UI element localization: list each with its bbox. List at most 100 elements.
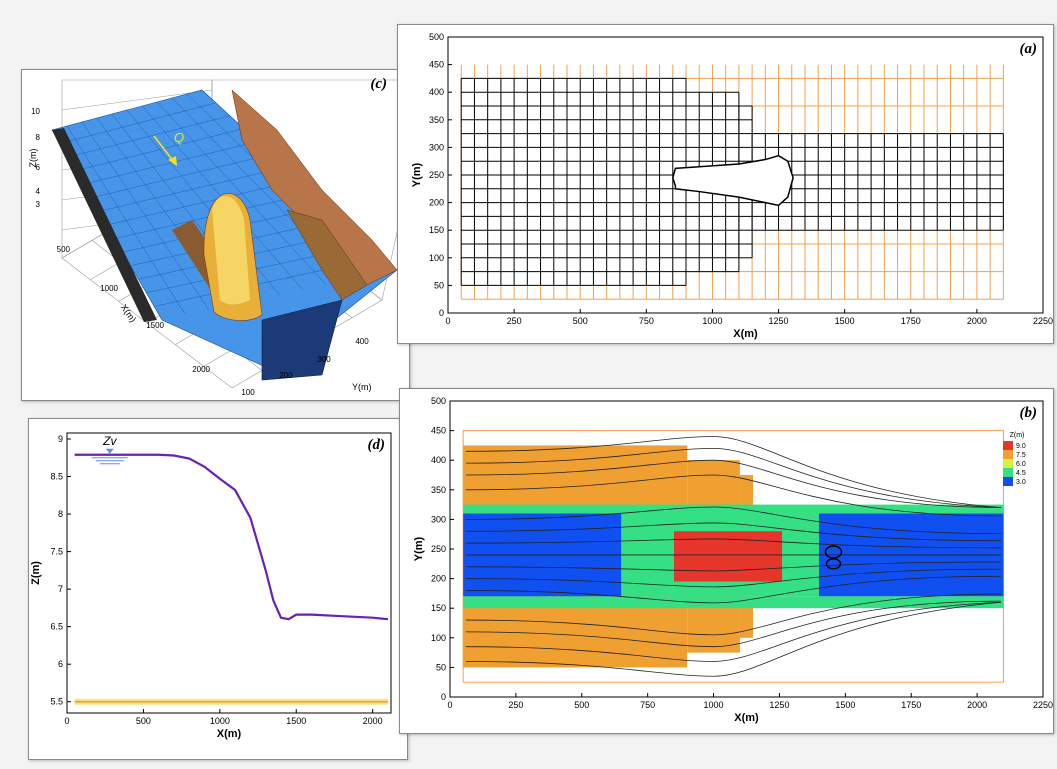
streamline — [465, 601, 1001, 662]
panel-label: (b) — [1020, 405, 1038, 421]
panel-label: (c) — [370, 76, 387, 92]
y-tick-label: 50 — [434, 280, 444, 290]
y-tick-label: 300 — [431, 514, 446, 524]
x-tick-label: 750 — [639, 316, 654, 326]
x-tick-label: 250 — [508, 700, 523, 710]
y-tick-label: 9 — [58, 434, 63, 444]
z-tick-label: 8 — [36, 133, 41, 142]
x-tick-label: 1500 — [286, 716, 306, 726]
streamline — [465, 593, 1001, 636]
y-tick-label: 250 — [429, 170, 444, 180]
y-tick-label: 100 — [429, 253, 444, 263]
streamline — [465, 601, 1001, 677]
y-tick-label: 5.5 — [50, 697, 63, 707]
channel-trench — [261, 299, 343, 381]
y-tick-label: 6.5 — [50, 622, 63, 632]
y-tick-label: 0 — [439, 308, 444, 318]
x-tick-label: 2000 — [967, 316, 987, 326]
x-tick-label: 750 — [640, 700, 655, 710]
streamline — [465, 506, 1001, 535]
x-tick-label: 1250 — [769, 316, 789, 326]
x-tick-label: 0 — [445, 316, 450, 326]
y-tick-label: 150 — [429, 225, 444, 235]
y-tick-label: 100 — [241, 388, 255, 397]
x-tick-label: 1000 — [702, 316, 722, 326]
plot-frame — [66, 432, 392, 714]
water-surface-line-chart: Zv 0 500 1000 1500 2000 5.5 6 6.5 7 7.5 8 8.5 9 X(m) Z(… — [30, 432, 392, 740]
y-tick-label: 8.5 — [50, 472, 63, 482]
flow-label: Q — [174, 130, 184, 145]
water-label: Zv — [102, 434, 117, 448]
left-embankment — [52, 128, 157, 322]
y-tick-label: 400 — [355, 337, 369, 346]
x-tick-label: 0 — [64, 716, 69, 726]
x-tick-label: 1500 — [835, 316, 855, 326]
x-tick-label: 500 — [573, 316, 588, 326]
bed-elevation-heatmap: Z(m)9.07.56.04.53.00 250 500 750 1000 1250 150… — [413, 396, 1053, 724]
panel-c-surface-plot: Q 3 4 6 8 10 Z(m) 500 1000 1500 2000 X(m) 100 200 300 4… — [21, 69, 410, 401]
y-tick-label: 250 — [431, 544, 446, 554]
x-tick-label: 2250 — [1033, 700, 1053, 710]
panel-b-bed-elevation-flow: Z(m) 9.0 7.5 6.0 4.5 3.0 0 250 500 750 1000 1250 150… — [399, 388, 1054, 734]
z-tick-label: 10 — [31, 107, 40, 116]
z-tick-label: 6 — [36, 163, 41, 172]
y-tick-label: 400 — [429, 87, 444, 97]
x-tick-label: 1000 — [100, 284, 118, 293]
legend-swatch — [1003, 459, 1013, 468]
legend-level: 4.5 — [1016, 470, 1026, 477]
z-tick-label: 3 — [36, 200, 41, 209]
wall-grid-line — [61, 89, 213, 111]
legend-level: 3.0 — [1016, 479, 1026, 486]
flow-arrowhead — [168, 156, 177, 166]
x-tick-label: 1250 — [769, 700, 789, 710]
eddy — [825, 558, 842, 570]
y-tick-label: 150 — [431, 603, 446, 613]
water-level-marker — [105, 448, 114, 454]
x-axis-label: X(m) — [217, 728, 242, 740]
y-tick-label: 450 — [431, 426, 446, 436]
x-tick-label: 2000 — [967, 700, 987, 710]
eddy — [824, 545, 843, 559]
y-axis-label: Y(m) — [411, 162, 423, 187]
legend-swatch — [1003, 441, 1013, 450]
x-tick-label: 1750 — [901, 700, 921, 710]
x-tick-label: 1500 — [146, 321, 164, 330]
y-tick-label: 50 — [436, 662, 446, 672]
y-tick-label: 200 — [431, 574, 446, 584]
streamline — [465, 522, 1001, 542]
panel-a-mesh-plot: 0 250 500 750 1000 1250 1500 1750 2000 2250 0 50 100… — [397, 24, 1054, 344]
floor-grid-line — [61, 257, 233, 389]
streamline — [465, 436, 1001, 508]
y-tick-label: 500 — [429, 32, 444, 42]
legend-level: 9.0 — [1016, 443, 1026, 450]
y-axis-label: Y(m) — [352, 382, 372, 392]
panel-d-water-surface-profile: Zv 0 500 1000 1500 2000 5.5 6 6.5 7 7.5 8 8.5 9 X(m) Z(… — [28, 418, 408, 760]
surface-3d-chart: Q 3 4 6 8 10 Z(m) 500 1000 1500 2000 X(m) 100 200 300 4… — [28, 76, 403, 397]
x-tick-label: 1750 — [901, 316, 921, 326]
surface-mesh-line — [81, 121, 210, 311]
mesh-grid-chart: 0 250 500 750 1000 1250 1500 1750 2000 2250 0 50 100… — [411, 32, 1053, 340]
streamline — [465, 447, 1001, 508]
y-tick-label: 200 — [429, 198, 444, 208]
x-tick-label: 250 — [507, 316, 522, 326]
right-embankment — [231, 89, 398, 286]
x-tick-label: 500 — [574, 700, 589, 710]
right-inner-bank — [286, 209, 368, 301]
surface-mesh-line — [156, 101, 327, 286]
elevation-region — [674, 531, 783, 582]
x-tick-label: 500 — [136, 716, 151, 726]
y-tick-label: 300 — [317, 355, 331, 364]
z-tick-label: 4 — [36, 187, 41, 196]
island-outline — [671, 154, 794, 207]
x-tick-label: 2000 — [363, 716, 383, 726]
y-tick-label: 6 — [58, 659, 63, 669]
legend-title: Z(m) — [1010, 432, 1025, 439]
y-tick-label: 7 — [58, 584, 63, 594]
mesh-block-bg — [461, 78, 686, 286]
y-tick-label: 350 — [431, 485, 446, 495]
y-axis-label: Z(m) — [30, 561, 42, 585]
y-tick-label: 500 — [431, 396, 446, 406]
legend-level: 7.5 — [1016, 452, 1026, 459]
x-axis-label: X(m) — [119, 302, 138, 324]
streamline — [465, 568, 1001, 588]
